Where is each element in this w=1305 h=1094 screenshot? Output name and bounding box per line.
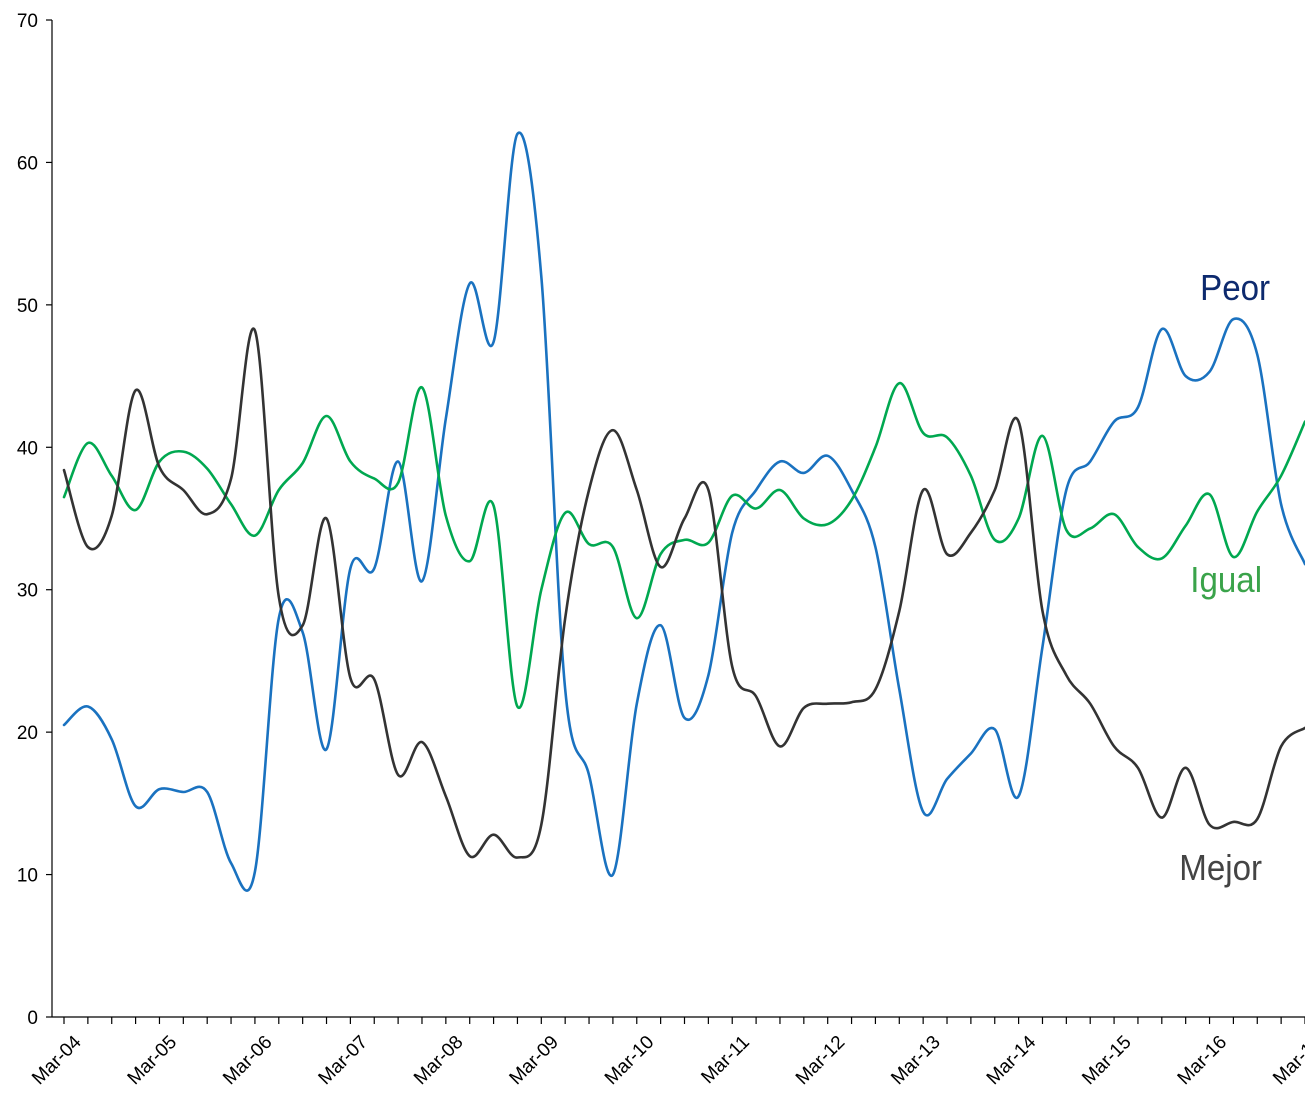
series-lines bbox=[62, 131, 1305, 892]
x-tick-label: Mar-08 bbox=[410, 1032, 467, 1089]
x-axis-ticks: Mar-04 Mar-05 Mar-06 Mar-07 Mar-08 Mar-09 Mar-… bbox=[28, 1017, 1305, 1089]
x-tick-label: Mar-17 bbox=[1269, 1032, 1305, 1089]
y-tick-label: 50 bbox=[17, 296, 38, 317]
x-tick-label: Mar-12 bbox=[792, 1032, 849, 1089]
series-labels: Peor Igual Mejor bbox=[1179, 269, 1270, 889]
axes bbox=[51, 20, 1305, 1018]
x-tick-label: Mar-13 bbox=[887, 1032, 944, 1089]
series-label-igual: Igual bbox=[1190, 561, 1262, 601]
series-line-igual bbox=[62, 381, 1305, 710]
y-tick-label: 60 bbox=[17, 153, 38, 174]
x-tick-label: Mar-09 bbox=[506, 1032, 563, 1089]
series-line-peor bbox=[62, 131, 1305, 892]
y-tick-label: 20 bbox=[17, 723, 38, 744]
x-tick-label: Mar-05 bbox=[124, 1032, 181, 1089]
x-tick-label: Mar-06 bbox=[219, 1032, 276, 1089]
series-line-mejor bbox=[62, 327, 1305, 859]
x-tick-label: Mar-07 bbox=[315, 1032, 372, 1089]
y-tick-label: 0 bbox=[27, 1008, 38, 1029]
series-label-peor: Peor bbox=[1200, 269, 1270, 309]
x-tick-label: Mar-11 bbox=[697, 1032, 753, 1088]
x-tick-label: Mar-15 bbox=[1078, 1032, 1135, 1089]
y-tick-label: 30 bbox=[17, 581, 38, 602]
x-tick-label: Mar-14 bbox=[983, 1031, 1041, 1089]
y-tick-label: 70 bbox=[17, 11, 38, 32]
y-tick-label: 40 bbox=[17, 438, 38, 459]
y-tick-label: 10 bbox=[17, 866, 38, 887]
x-tick-label: Mar-04 bbox=[28, 1031, 86, 1089]
series-label-mejor: Mejor bbox=[1179, 849, 1262, 889]
x-tick-label: Mar-10 bbox=[601, 1032, 658, 1089]
x-tick-label: Mar-16 bbox=[1174, 1032, 1231, 1089]
y-axis-ticks: 0 10 20 30 40 50 60 70 bbox=[17, 11, 52, 1029]
